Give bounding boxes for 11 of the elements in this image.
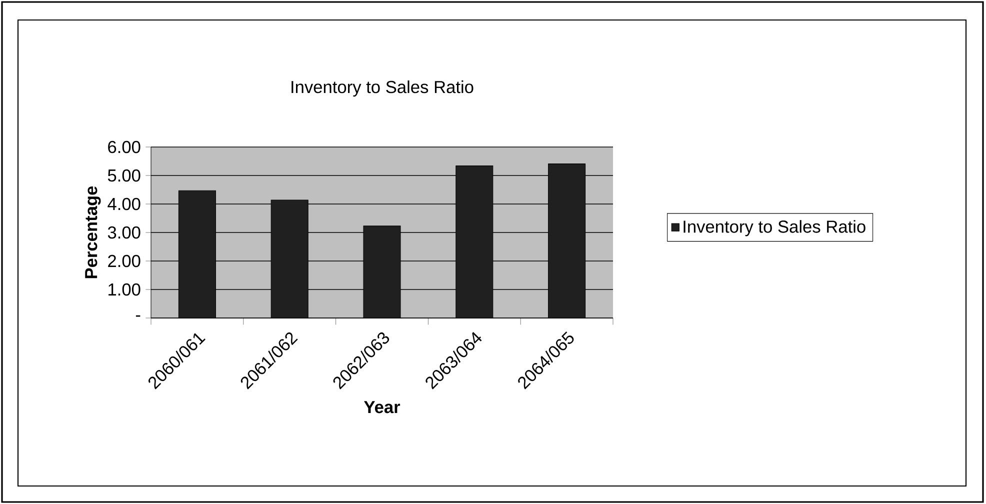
legend-label: Inventory to Sales Ratio xyxy=(684,220,866,236)
y-tick-label: 1.00 xyxy=(108,283,140,296)
y-tick-label: 6.00 xyxy=(108,140,140,154)
y-axis-title: Percentage xyxy=(85,186,101,278)
y-tick-label: 3.00 xyxy=(108,226,140,239)
chart-title: Inventory to Sales Ratio xyxy=(292,80,474,97)
y-tick-label: 2.00 xyxy=(108,254,140,268)
y-tick-label: 5.00 xyxy=(108,169,140,182)
y-tick-label: 4.00 xyxy=(108,198,140,210)
x-axis-title: Year xyxy=(364,401,400,414)
y-tick-label: - xyxy=(136,315,140,317)
